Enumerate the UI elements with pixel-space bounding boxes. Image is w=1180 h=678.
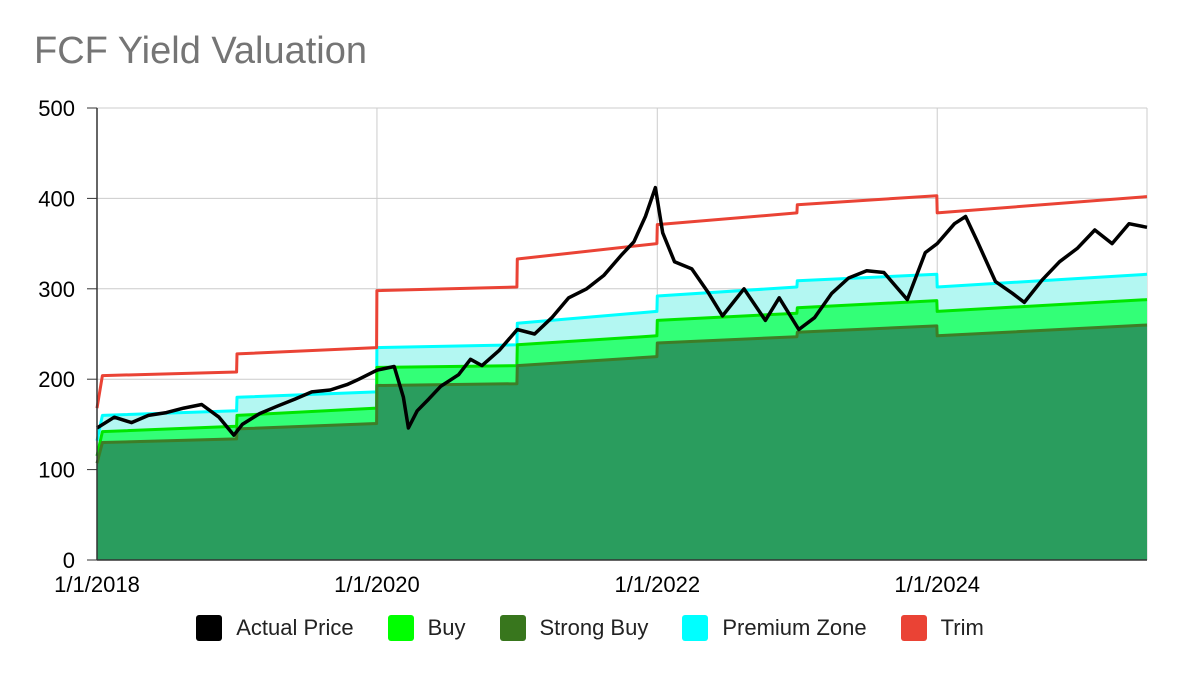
x-tick-label: 1/1/2022 (614, 572, 700, 597)
y-tick-label: 0 (63, 548, 75, 573)
legend-label: Buy (427, 615, 466, 640)
area-strong (97, 325, 1147, 560)
legend-item: Trim (900, 615, 984, 641)
series-lines (95, 185, 1148, 464)
legend-swatch (900, 615, 927, 641)
y-tick-label: 300 (38, 277, 75, 302)
legend: Actual Price Buy Strong Buy Premium Zone Tri… (0, 615, 1180, 641)
legend-swatch (682, 615, 709, 641)
axes: 0 100 200 300 400 500 1/1/2018 1/1/2020 1/1/2022… (38, 96, 1147, 597)
zone-areas (97, 274, 1147, 560)
line-premium (95, 272, 1148, 442)
line-price (96, 185, 1148, 437)
x-tick-label: 1/1/2020 (334, 572, 420, 597)
legend-label: Premium Zone (722, 615, 867, 640)
line-strong (95, 323, 1148, 464)
line-buy (95, 298, 1148, 457)
y-tick-label: 400 (38, 186, 75, 211)
y-tick-label: 100 (38, 458, 75, 483)
x-tick-label: 1/1/2018 (54, 572, 140, 597)
y-tick-label: 200 (38, 367, 75, 392)
x-tick-label: 1/1/2024 (894, 572, 980, 597)
chart-title: FCF Yield Valuation (34, 30, 368, 72)
legend-label: Strong Buy (539, 615, 649, 640)
legend-label: Trim (940, 615, 984, 640)
legend-swatch (387, 615, 414, 641)
legend-item: Premium Zone (682, 615, 867, 641)
legend-label: Actual Price (236, 615, 354, 640)
legend-swatch (499, 615, 526, 641)
y-tick-label: 500 (38, 96, 75, 121)
legend-swatch (196, 615, 223, 641)
legend-item: Actual Price (196, 615, 354, 641)
line-trim (95, 194, 1148, 409)
legend-item: Buy (387, 615, 466, 641)
legend-item: Strong Buy (499, 615, 649, 641)
